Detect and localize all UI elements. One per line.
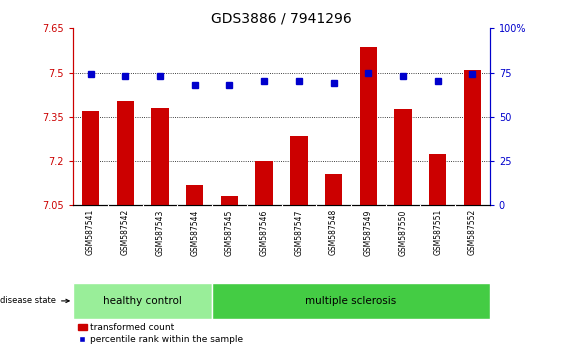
Text: GSM587544: GSM587544: [190, 209, 199, 256]
Bar: [151, 108, 169, 205]
Text: healthy control: healthy control: [103, 296, 182, 306]
Bar: [221, 196, 238, 205]
Bar: [429, 154, 446, 205]
Text: multiple sclerosis: multiple sclerosis: [305, 296, 396, 306]
Text: disease state: disease state: [0, 296, 69, 306]
Text: GSM587550: GSM587550: [399, 209, 408, 256]
Title: GDS3886 / 7941296: GDS3886 / 7941296: [211, 12, 352, 26]
Text: GSM587545: GSM587545: [225, 209, 234, 256]
Bar: [212, 283, 490, 319]
Bar: [325, 174, 342, 205]
Bar: [256, 161, 273, 205]
Bar: [290, 136, 307, 205]
Text: GSM587548: GSM587548: [329, 209, 338, 256]
Text: GSM587542: GSM587542: [121, 209, 129, 256]
Text: GSM587551: GSM587551: [434, 209, 442, 256]
Bar: [464, 70, 481, 205]
Text: GSM587549: GSM587549: [364, 209, 373, 256]
Legend: transformed count, percentile rank within the sample: transformed count, percentile rank withi…: [78, 323, 243, 344]
Bar: [360, 47, 377, 205]
Bar: [186, 185, 203, 205]
Bar: [73, 283, 212, 319]
Text: GSM587547: GSM587547: [294, 209, 303, 256]
Text: GSM587546: GSM587546: [260, 209, 269, 256]
Text: GSM587552: GSM587552: [468, 209, 477, 256]
Bar: [82, 111, 99, 205]
Text: GSM587543: GSM587543: [155, 209, 164, 256]
Bar: [117, 101, 134, 205]
Text: GSM587541: GSM587541: [86, 209, 95, 256]
Bar: [394, 109, 412, 205]
